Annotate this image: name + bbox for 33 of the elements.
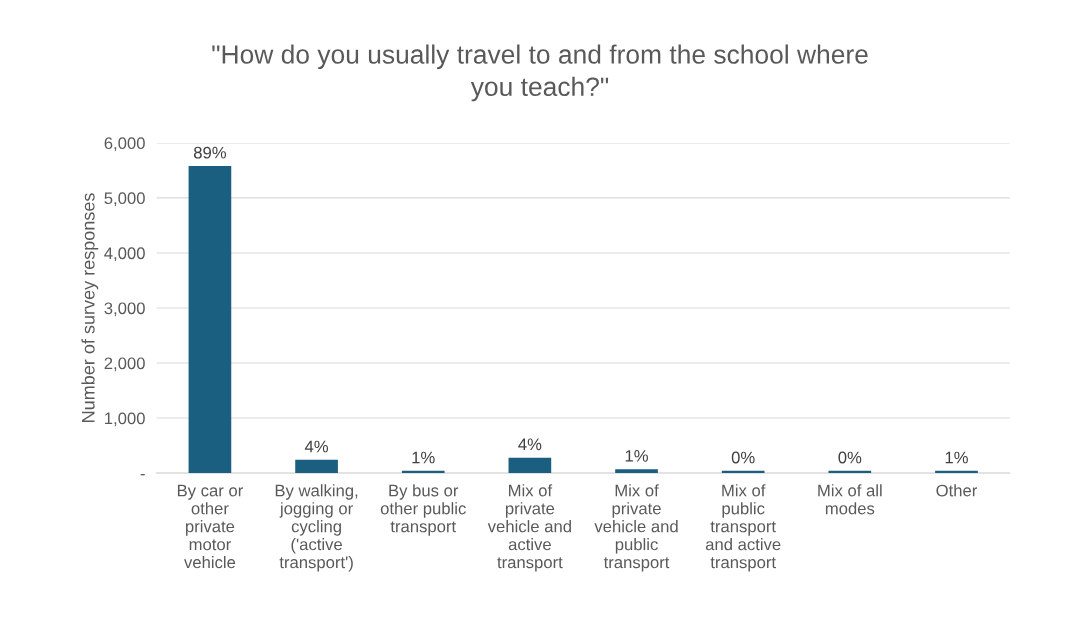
y-axis-title: Number of survey responses [81, 193, 99, 422]
bar [295, 459, 338, 474]
bar [828, 470, 872, 474]
x-tick-label: Other [936, 484, 978, 497]
x-tick-label: By car or other private motor vehicle [177, 484, 243, 569]
y-tick-label: - [140, 474, 145, 476]
x-tick-label: Mix of public transport and active transport [705, 484, 781, 572]
x-tick-label: Mix of all modes [818, 484, 882, 515]
annotation: 1% [945, 451, 968, 464]
bar [721, 470, 765, 474]
annotation: 4% [518, 438, 542, 451]
annotation: 0% [838, 451, 862, 464]
y-tick-label: 3,000 [104, 302, 145, 317]
x-tick-label: Mix of private vehicle and active transport [487, 484, 571, 572]
bar [935, 470, 978, 474]
bar [401, 470, 445, 474]
x-tick-label: By walking, jogging or cycling ('active transport') [275, 484, 358, 572]
bar [188, 165, 232, 474]
y-tick-label: 5,000 [104, 192, 145, 207]
annotation: 0% [731, 451, 755, 464]
y-tick-label: 2,000 [104, 357, 145, 372]
chart-title: "How do you usually travel to and from the school where you teach?" [212, 44, 868, 102]
x-tick-label: Mix of private vehicle and public transport [594, 484, 678, 572]
y-tick-label: 4,000 [104, 247, 145, 262]
y-tick-label: 6,000 [104, 137, 145, 152]
annotation: 1% [412, 451, 435, 464]
annotation: 89% [193, 146, 227, 159]
annotation: 4% [304, 440, 329, 453]
annotation: 1% [625, 450, 648, 462]
bar [508, 457, 552, 474]
bar [615, 469, 658, 474]
y-tick-label: 1,000 [105, 412, 145, 427]
x-tick-label: By bus or other public transport [380, 484, 466, 536]
